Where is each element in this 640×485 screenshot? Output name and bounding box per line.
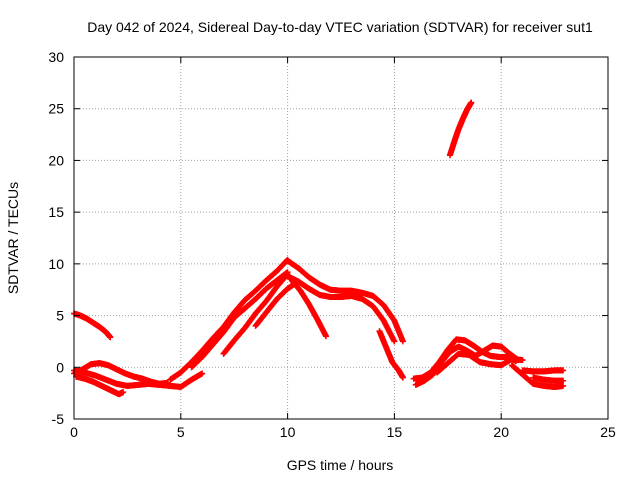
series-arc-fall-a	[284, 257, 406, 345]
data-point	[107, 334, 114, 341]
series-arc-late-flat	[519, 367, 567, 375]
y-tick-label: 25	[48, 101, 64, 117]
y-axis-label: SDTVAR / TECUs	[5, 182, 21, 294]
x-tick-label: 15	[387, 424, 403, 440]
y-tick-label: 30	[48, 49, 64, 65]
x-tick-label: 10	[280, 424, 296, 440]
grid-layer	[74, 57, 608, 419]
data-point	[399, 338, 406, 345]
series-arc-fall-d	[376, 328, 406, 381]
series-arc-night-c	[73, 373, 127, 398]
series-arc-evening-c	[434, 350, 526, 376]
y-tick-label: -5	[52, 411, 65, 427]
series-arc-rise-c	[220, 271, 291, 357]
data-point	[164, 379, 171, 386]
data-point	[519, 357, 526, 364]
y-tick-label: 0	[56, 359, 64, 375]
data-point	[560, 367, 567, 374]
x-tick-label: 25	[600, 424, 616, 440]
x-tick-label: 5	[177, 424, 185, 440]
series-arc-fall-c	[288, 277, 330, 340]
data-point	[120, 389, 127, 396]
data-point	[391, 338, 398, 345]
data-layer	[71, 99, 567, 398]
series-arc-rise-b	[188, 269, 291, 371]
series-arc-late-low	[530, 374, 567, 384]
data-point	[199, 370, 206, 377]
chart-title: Day 042 of 2024, Sidereal Day-to-day VTE…	[87, 19, 593, 35]
tick-layer: 0 5 10 15 20 25 -5 0 5 10 15 20 25 30	[48, 49, 616, 440]
x-axis-label: GPS time / hours	[287, 457, 394, 473]
x-tick-label: 0	[70, 424, 78, 440]
plot-frame	[73, 56, 609, 420]
data-point	[323, 333, 330, 340]
data-point	[468, 99, 475, 106]
y-tick-label: 10	[48, 256, 64, 272]
series-arc-late	[508, 362, 567, 390]
data-point	[560, 382, 567, 389]
series-arc-night-b	[71, 360, 171, 387]
y-tick-label: 20	[48, 152, 64, 168]
y-tick-label: 5	[56, 308, 64, 324]
data-point	[399, 374, 406, 381]
y-tick-label: 15	[48, 204, 64, 220]
x-tick-label: 20	[493, 424, 509, 440]
series-arc-fall-b	[284, 273, 398, 345]
data-point	[560, 377, 567, 384]
series-arc-outlier-high	[446, 99, 475, 159]
